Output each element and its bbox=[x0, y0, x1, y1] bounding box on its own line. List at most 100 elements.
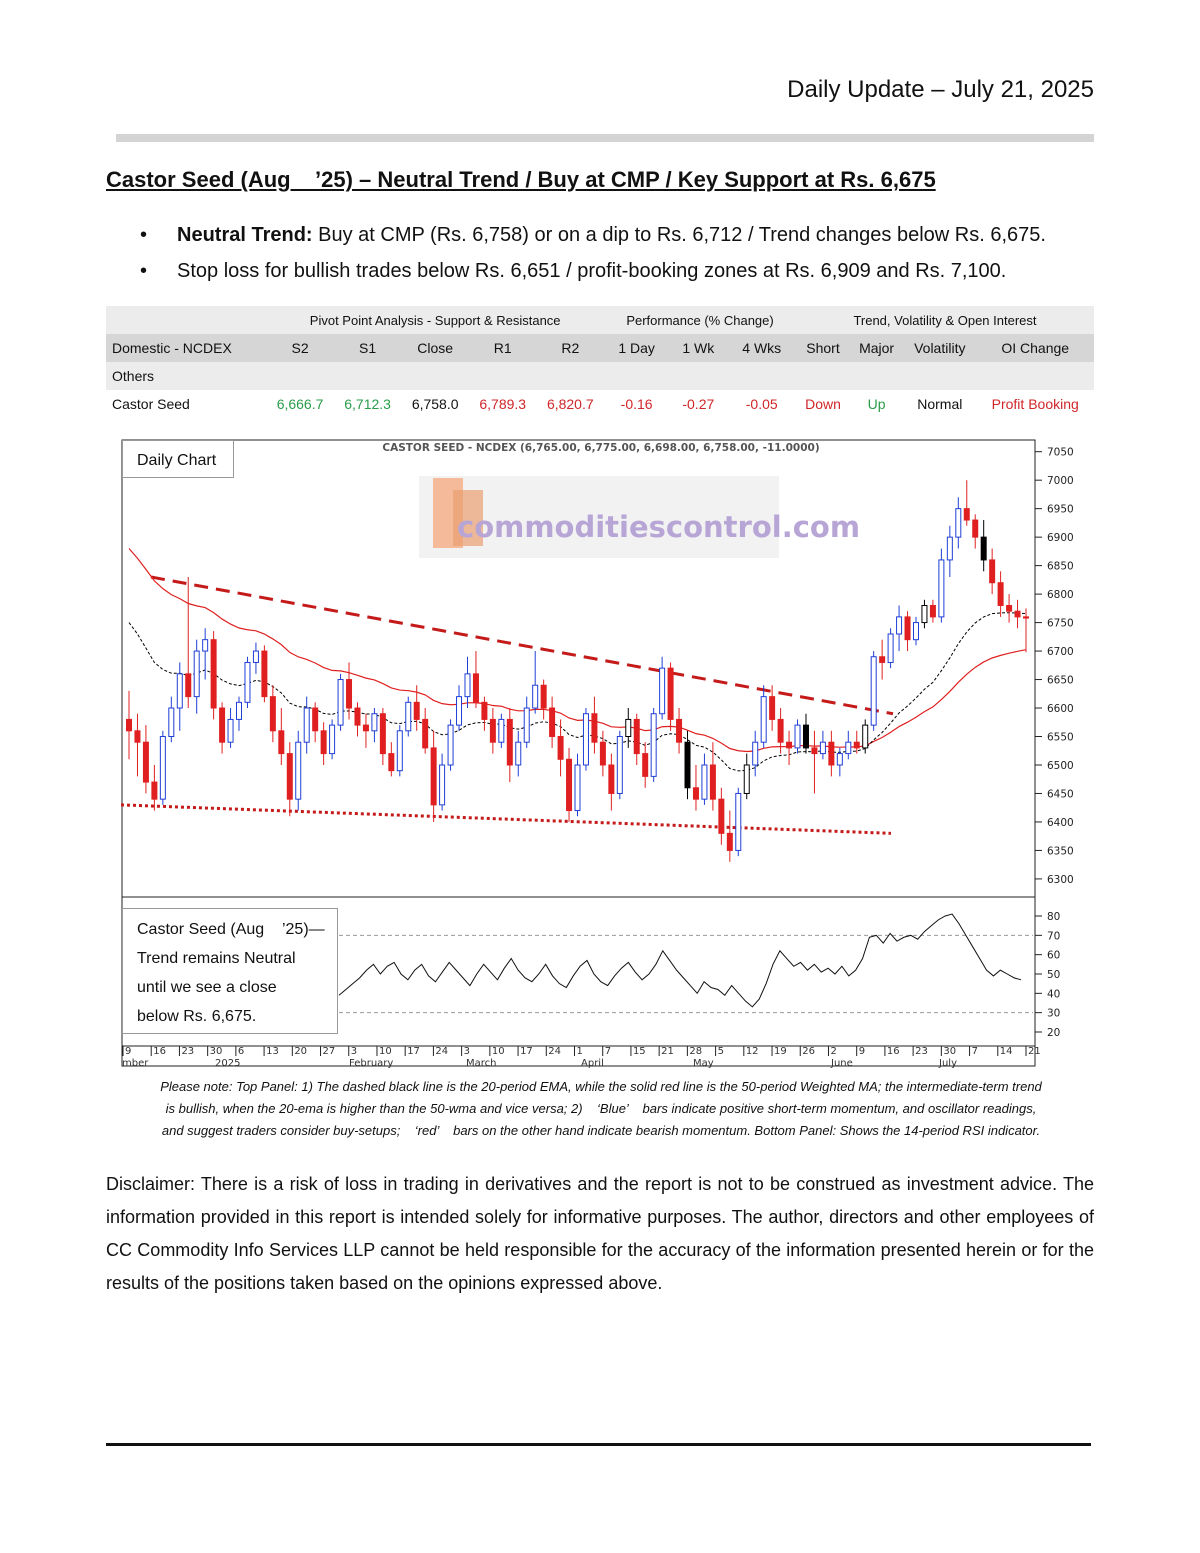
candle-body bbox=[464, 673, 471, 698]
candle bbox=[786, 730, 793, 765]
candle bbox=[236, 696, 243, 731]
candle bbox=[726, 810, 733, 862]
candle-body bbox=[354, 707, 361, 726]
date-tick-label: 23 bbox=[915, 1046, 928, 1057]
candle-body bbox=[337, 679, 344, 726]
candle bbox=[963, 480, 970, 526]
rsi-tick-label: 30 bbox=[1047, 1008, 1060, 1020]
col-header: 1 Day bbox=[604, 334, 670, 362]
candle bbox=[481, 696, 488, 731]
cell-commodity: Castor Seed bbox=[112, 396, 190, 412]
cell-s1: 6,712.3 bbox=[344, 396, 391, 412]
candle bbox=[574, 753, 581, 817]
col-header: R1 bbox=[468, 334, 537, 362]
col-header: 4 Wks bbox=[727, 334, 796, 362]
chart-note: Please note: Top Panel: 1) The dashed bl… bbox=[160, 1079, 1042, 1138]
candle-body bbox=[659, 667, 666, 715]
candle bbox=[836, 747, 843, 777]
candle bbox=[185, 577, 192, 709]
date-tick-label: 14 bbox=[1000, 1046, 1013, 1057]
candle bbox=[244, 656, 251, 709]
candle bbox=[346, 662, 353, 720]
candle bbox=[151, 764, 158, 811]
rsi-line bbox=[338, 913, 1022, 1008]
candle-body bbox=[126, 718, 132, 732]
candle bbox=[794, 719, 801, 754]
candle-body bbox=[879, 656, 886, 663]
candle-body bbox=[591, 713, 598, 743]
rsi-annotation: Castor Seed (Aug ’25)— Trend remains Neu… bbox=[122, 908, 338, 1034]
candle-body bbox=[735, 792, 742, 851]
rsi-tick-label: 50 bbox=[1047, 969, 1060, 981]
col-header: Domestic - NCDEX bbox=[106, 334, 267, 362]
candle bbox=[278, 708, 285, 765]
candle bbox=[252, 642, 259, 674]
candle bbox=[540, 679, 547, 720]
candle-body bbox=[261, 650, 268, 698]
candle bbox=[329, 719, 336, 760]
candle-body bbox=[557, 736, 564, 760]
cell-short: Down bbox=[805, 396, 841, 412]
candle-body bbox=[836, 753, 843, 766]
candle bbox=[439, 753, 446, 811]
key-point: Stop loss for bullish trades below Rs. 6… bbox=[136, 256, 1046, 292]
date-tick-label: 24 bbox=[548, 1046, 561, 1057]
candle bbox=[802, 713, 809, 754]
candle bbox=[362, 713, 369, 748]
candle bbox=[904, 611, 911, 652]
price-tick-label: 6750 bbox=[1047, 618, 1074, 630]
candle bbox=[709, 742, 716, 811]
candle-body bbox=[506, 718, 513, 766]
key-points-list: Neutral Trend: Buy at CMP (Rs. 6,758) or… bbox=[136, 220, 1046, 292]
candle bbox=[870, 651, 877, 731]
candle bbox=[142, 725, 149, 794]
date-tick-label: 12 bbox=[746, 1046, 759, 1057]
candle-body bbox=[286, 753, 293, 800]
candle-body bbox=[549, 707, 556, 738]
pivot-table: Pivot Point Analysis - Support & Resista… bbox=[106, 306, 1094, 418]
candle bbox=[853, 730, 860, 754]
price-tick-label: 6350 bbox=[1047, 845, 1074, 857]
cell-volatility: Normal bbox=[917, 396, 963, 412]
candle bbox=[582, 708, 589, 771]
candle bbox=[625, 708, 632, 748]
candle-body bbox=[498, 718, 505, 743]
candle-body bbox=[904, 616, 911, 641]
candle-body bbox=[532, 684, 539, 709]
date-tick-label: 30 bbox=[210, 1046, 223, 1057]
candle-body bbox=[159, 736, 166, 800]
date-axis: 9 16 23 30 6 13 20 27 3 10 17 24 3 10 17 24 1 7 15 21 28 5 12 1… bbox=[122, 1045, 1041, 1069]
price-tick-label: 6400 bbox=[1047, 817, 1074, 829]
candle bbox=[371, 708, 378, 743]
candle-body bbox=[692, 787, 699, 800]
rsi-axis: 80 70 60 50 40 30 20 bbox=[1035, 911, 1060, 1039]
candle-body bbox=[252, 650, 259, 663]
date-tick-label: 16 bbox=[153, 1046, 166, 1057]
candle-body bbox=[938, 559, 945, 618]
candle bbox=[692, 764, 699, 811]
candle-body bbox=[396, 730, 403, 772]
header-divider bbox=[116, 134, 1094, 142]
candle-body bbox=[472, 673, 479, 703]
rsi-note-line: Trend remains Neutral bbox=[137, 950, 296, 967]
rsi-tick-label: 80 bbox=[1047, 911, 1060, 923]
date-tick-label: 7 bbox=[972, 1046, 978, 1057]
date-tick-label: 19 bbox=[774, 1046, 787, 1057]
candle-body bbox=[413, 701, 420, 720]
candle bbox=[472, 651, 479, 709]
month-label: February bbox=[349, 1058, 393, 1069]
candle-body bbox=[777, 718, 784, 743]
price-tick-label: 6600 bbox=[1047, 703, 1074, 715]
candle-body bbox=[244, 661, 251, 703]
date-tick-label: 9 bbox=[125, 1046, 131, 1057]
candle bbox=[498, 713, 505, 748]
candle-body bbox=[980, 536, 987, 561]
candle bbox=[862, 719, 869, 754]
candle bbox=[549, 696, 556, 748]
key-point-text: Buy at CMP (Rs. 6,758) or on a dip to Rs… bbox=[312, 224, 1046, 246]
candle bbox=[777, 708, 784, 754]
price-tick-label: 6300 bbox=[1047, 874, 1074, 886]
date-tick-label: 15 bbox=[633, 1046, 646, 1057]
candle-body bbox=[329, 724, 336, 755]
col-header: S1 bbox=[333, 334, 402, 362]
